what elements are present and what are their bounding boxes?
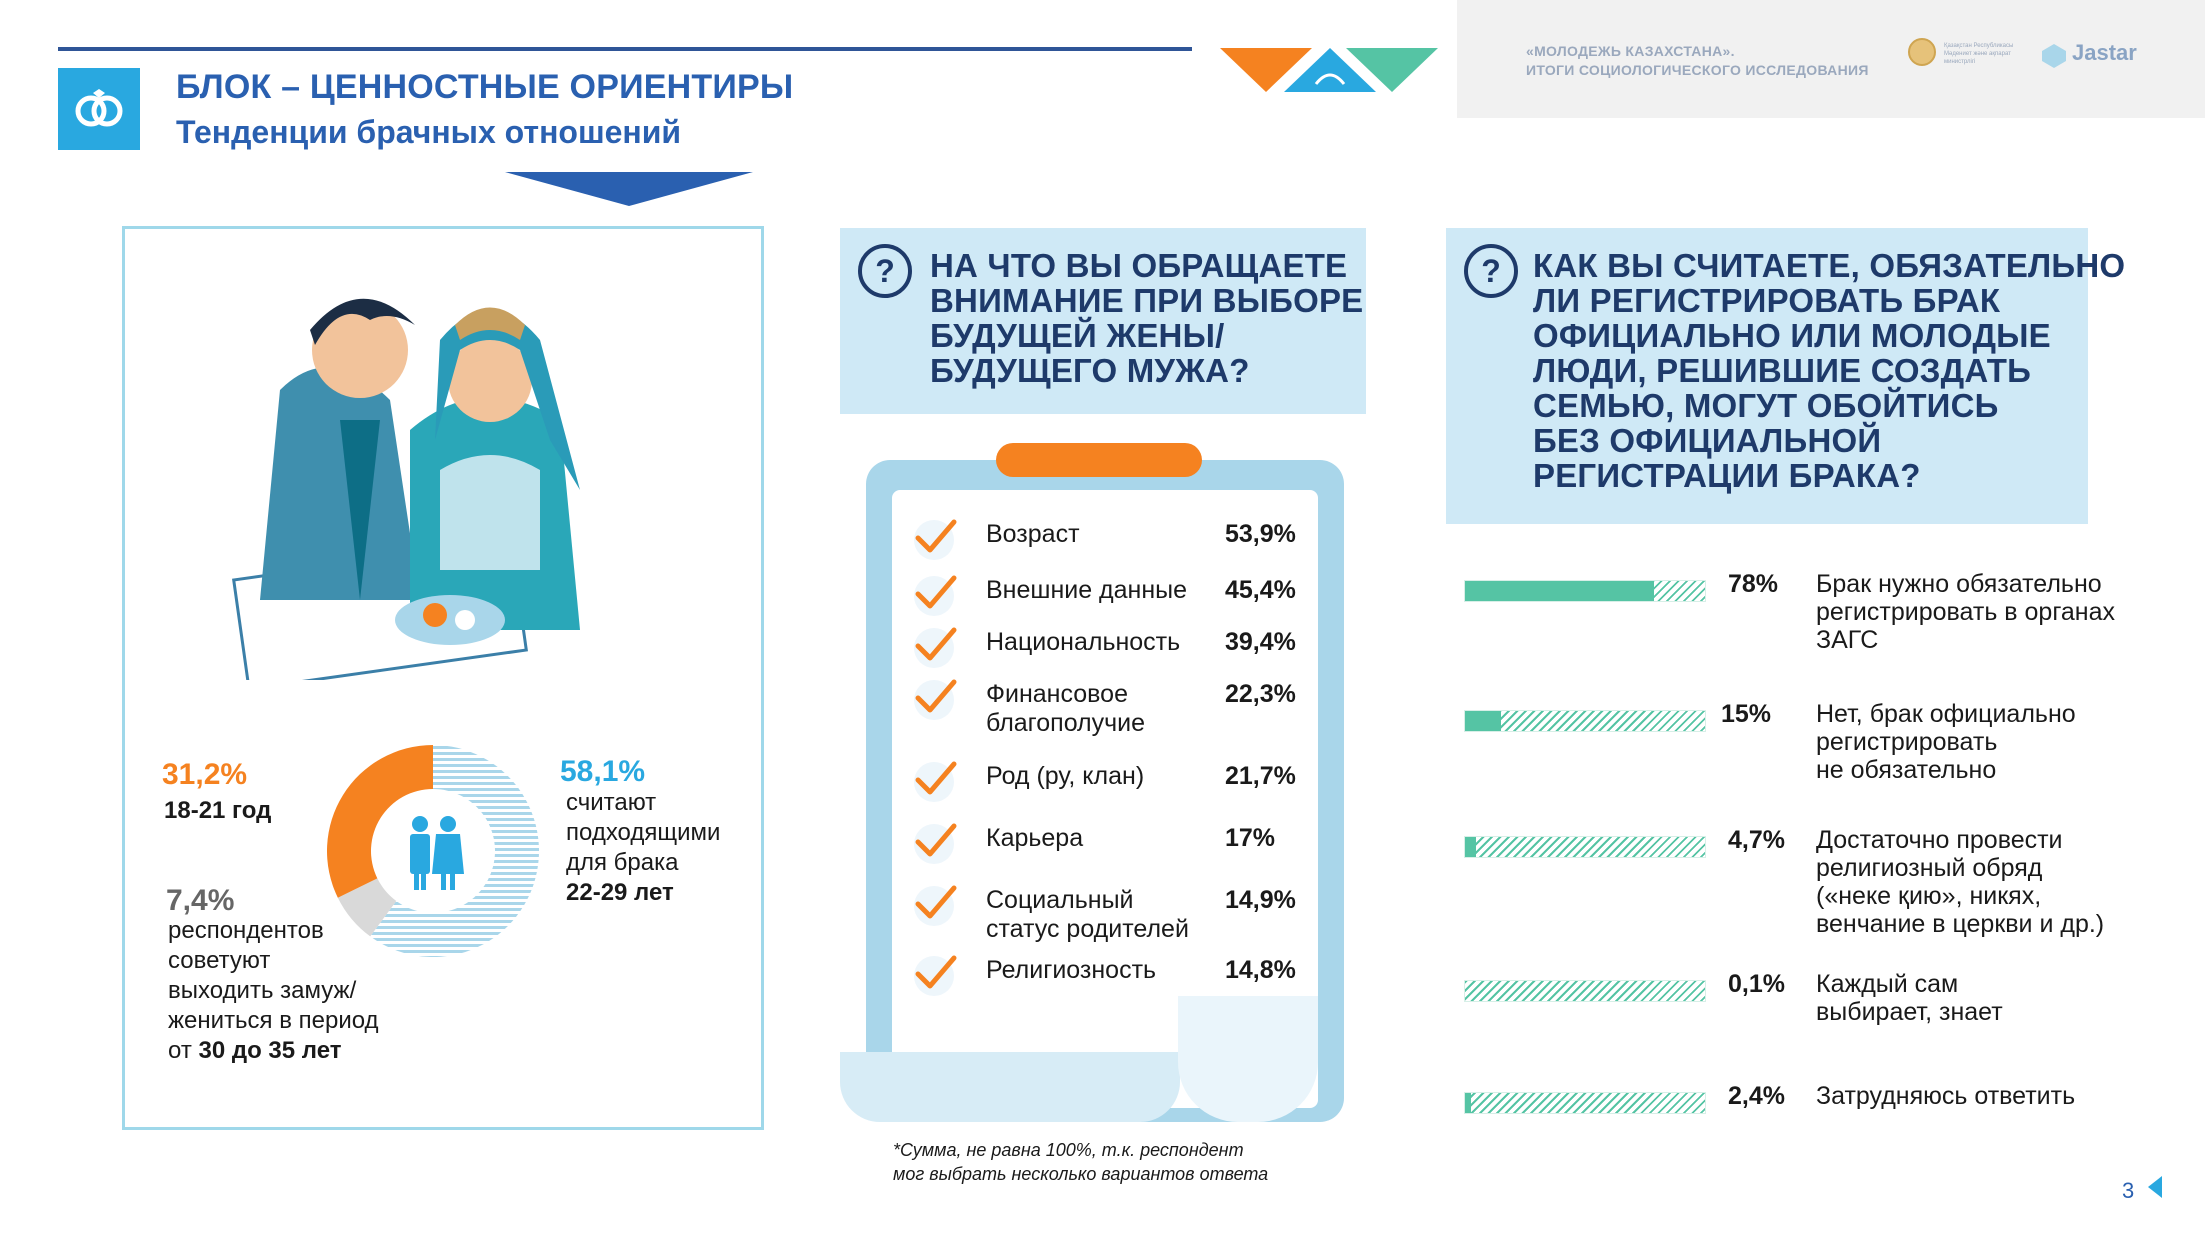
family-icon bbox=[410, 816, 464, 890]
checklist-value: 39,4% bbox=[1225, 628, 1296, 656]
checklist-label: Возраст bbox=[986, 520, 1080, 548]
stat-30-35-pct: 7,4% bbox=[166, 884, 235, 917]
brand-name: Jastar bbox=[2072, 40, 2137, 65]
checkmark-icon bbox=[912, 570, 960, 618]
checklist-label: Религиозность bbox=[986, 956, 1157, 984]
stat-22-29-text: считают подходящими для брака 22-29 лет bbox=[566, 789, 721, 906]
bar-fill bbox=[1465, 581, 1654, 601]
donut-segment bbox=[370, 745, 539, 957]
stat-30-35-text: респондентов советуют выходить замуж/ же… bbox=[168, 917, 379, 1064]
checkmark-icon bbox=[912, 818, 960, 866]
bar-category-label: Брак нужно обязательно регистрировать в о… bbox=[1816, 570, 2116, 654]
question1-text: НА ЧТО ВЫ ОБРАЩАЕТЕ ВНИМАНИЕ ПРИ ВЫБОРЕ … bbox=[930, 247, 1364, 389]
ministry-caption: Қазақстан Республикасы Мәдениет және ақп… bbox=[1944, 43, 2014, 65]
checklist-label: Карьера bbox=[986, 824, 1084, 852]
checklist-label: Род (ру, клан) bbox=[986, 762, 1145, 790]
clipboard-scroll-curl bbox=[1178, 996, 1318, 1122]
stat-22-29-pct: 58,1% bbox=[560, 755, 646, 788]
checklist-value: 17% bbox=[1225, 824, 1276, 852]
ornament-triangles bbox=[1220, 48, 1438, 92]
rings-icon bbox=[58, 68, 140, 150]
stat-18-21-label: 18-21 год bbox=[164, 797, 272, 824]
checklist-label: Финансовое благополучие bbox=[986, 680, 1146, 737]
bar-value-label: 2,4% bbox=[1728, 1082, 1785, 1110]
checklist-label: Социальный статус родителей bbox=[986, 886, 1189, 943]
checklist-value: 45,4% bbox=[1225, 576, 1296, 604]
bar-value-label: 0,1% bbox=[1728, 970, 1785, 998]
question1-box bbox=[840, 228, 1366, 414]
page-title: БЛОК – ЦЕННОСТНЫЕ ОРИЕНТИРЫ bbox=[176, 68, 794, 106]
age-donut-chart bbox=[326, 745, 539, 957]
checkmark-icon bbox=[912, 756, 960, 804]
clipboard-clip bbox=[996, 443, 1202, 477]
page-number: 3 bbox=[2122, 1178, 2135, 1203]
question2-text: КАК ВЫ СЧИТАЕТЕ, ОБЯЗАТЕЛЬНО ЛИ РЕГИСТРИ… bbox=[1533, 247, 2126, 494]
checklist-value: 14,9% bbox=[1225, 886, 1296, 914]
bar-category-label: Достаточно провести религиозный обряд («не… bbox=[1816, 826, 2105, 938]
checklist-label: Национальность bbox=[986, 628, 1181, 656]
bar-category-label: Нет, брак официально регистрировать не обя… bbox=[1816, 700, 2076, 784]
bar-track bbox=[1464, 580, 1706, 602]
question-icon: ? bbox=[1464, 244, 1518, 298]
bar-track bbox=[1464, 836, 1706, 858]
bar-track bbox=[1464, 980, 1706, 1002]
jastar-logo-icon bbox=[2042, 44, 2066, 68]
bar-track bbox=[1464, 1092, 1706, 1114]
bar-fill bbox=[1465, 1093, 1471, 1113]
bar-fill bbox=[1465, 711, 1502, 731]
stat-18-21-pct: 31,2% bbox=[162, 758, 248, 791]
bar-fill bbox=[1465, 837, 1477, 857]
checklist-value: 53,9% bbox=[1225, 520, 1296, 548]
page-subtitle: Тенденции брачных отношений bbox=[176, 114, 682, 150]
bar-track bbox=[1464, 710, 1706, 732]
clipboard-scroll-edge bbox=[840, 1052, 1180, 1122]
page-arrow-icon bbox=[2148, 1176, 2162, 1198]
question2-box bbox=[1446, 228, 2088, 524]
bar-value-label: 4,7% bbox=[1728, 826, 1785, 854]
checkmark-icon bbox=[912, 880, 960, 928]
bar-category-label: Затрудняюсь ответить bbox=[1816, 1082, 2076, 1110]
bar-value-label: 78% bbox=[1728, 570, 1779, 598]
report-header-panel bbox=[1457, 0, 2205, 118]
footnote: *Сумма, не равна 100%, т.к. респондент м… bbox=[893, 1140, 1269, 1184]
checklist-label: Внешние данные bbox=[986, 576, 1188, 604]
bar-value-label: 15% bbox=[1721, 700, 1772, 728]
bar-category-label: Каждый сам выбирает, знает bbox=[1816, 970, 2003, 1026]
checkmark-icon bbox=[912, 514, 960, 562]
checkmark-icon bbox=[912, 950, 960, 998]
header-divider bbox=[58, 47, 1192, 51]
donut-segment bbox=[326, 745, 433, 898]
header-triangle-decoration bbox=[505, 172, 753, 206]
checkmark-icon bbox=[912, 622, 960, 670]
checklist-value: 22,3% bbox=[1225, 680, 1296, 708]
wedding-couple-illustration bbox=[232, 298, 580, 680]
donut-segment bbox=[337, 878, 397, 937]
question-icon: ? bbox=[858, 244, 912, 298]
checkmark-icon bbox=[912, 674, 960, 722]
state-emblem-icon bbox=[1908, 38, 1936, 66]
checklist-value: 21,7% bbox=[1225, 762, 1296, 790]
report-title: «МОЛОДЕЖЬ КАЗАХСТАНА». ИТОГИ СОЦИОЛОГИЧЕ… bbox=[1526, 43, 1869, 78]
checklist-value: 14,8% bbox=[1225, 956, 1296, 984]
